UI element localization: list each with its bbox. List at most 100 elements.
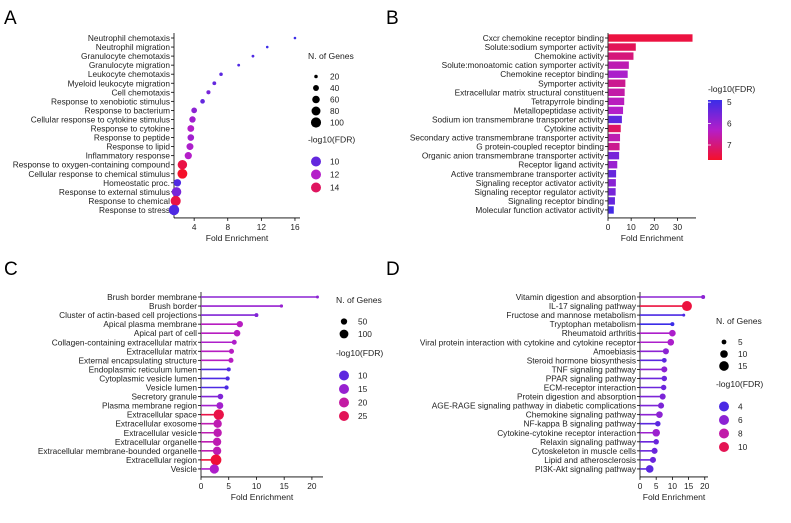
data-point — [682, 313, 686, 317]
x-tick-label: 20 — [700, 481, 710, 491]
category-label: Viral protein interaction with cytokine … — [420, 337, 636, 347]
panel-c-chart: 0 5 10 15 20 Fold Enrichment Brush border memb… — [38, 292, 384, 502]
color-legend-title: -log10(FDR) — [308, 135, 355, 145]
panel-a-chart: 4 8 12 16 Fold Enrichment Neutrophil chemotax… — [13, 33, 356, 243]
category-label: TNF signaling pathway — [552, 364, 637, 374]
x-tick-label: 0 — [199, 481, 204, 491]
color-legend-dot — [339, 411, 349, 421]
size-legend-dot — [311, 106, 321, 116]
data-point — [191, 107, 198, 114]
size-legend-label: 100 — [358, 329, 372, 339]
category-label: Response to oxygen-containing compound — [13, 160, 171, 170]
data-point — [658, 402, 665, 409]
color-legend-dot — [339, 384, 349, 394]
data-point — [649, 456, 656, 463]
data-point — [653, 439, 659, 445]
data-point — [209, 464, 219, 474]
category-label: Cytokine activity — [544, 124, 605, 134]
data-point — [216, 402, 224, 410]
data-point — [170, 195, 181, 206]
data-point — [189, 116, 196, 123]
color-legend-dot — [719, 401, 729, 412]
size-legend-dot — [310, 117, 322, 128]
data-point — [219, 72, 223, 76]
category-label: IL-17 signaling pathway — [549, 301, 637, 311]
x-axis-title: Fold Enrichment — [643, 492, 706, 502]
data-point — [186, 143, 194, 151]
color-legend-dot — [719, 442, 729, 452]
bar — [608, 206, 614, 214]
category-label: Response to external stimulus — [59, 187, 170, 197]
panel-letter-a: A — [4, 8, 17, 29]
category-label: Response to cytokine — [91, 124, 171, 134]
x-tick-label: 15 — [684, 481, 694, 491]
bar — [608, 106, 624, 115]
category-label: Extracellular region — [126, 455, 197, 465]
size-legend-label: 40 — [330, 83, 340, 93]
category-label: PI3K-Akt signaling pathway — [535, 464, 637, 474]
data-point — [224, 385, 229, 390]
data-point — [177, 168, 188, 179]
bar — [608, 124, 621, 133]
bar — [608, 88, 625, 97]
category-label: Brush border membrane — [107, 292, 197, 302]
size-legend-label: 10 — [738, 349, 748, 359]
x-tick-label: 5 — [654, 481, 659, 491]
category-label: Granulocyte migration — [89, 60, 171, 70]
data-point — [660, 384, 667, 391]
category-label: Symporter activity — [538, 78, 605, 88]
category-label: Extracellular exosome — [115, 419, 197, 429]
data-point — [661, 357, 667, 363]
category-label: Response to bacterium — [85, 105, 170, 115]
data-point — [652, 428, 660, 437]
color-legend-title: -log10(FDR) — [716, 379, 763, 389]
category-label: Neutrophil chemotaxis — [88, 33, 170, 43]
x-tick-label: 16 — [290, 222, 300, 232]
category-label: ECM-receptor interaction — [544, 383, 637, 393]
panel-letter-b: B — [386, 8, 399, 29]
x-tick-label: 0 — [606, 222, 611, 232]
category-label: Solute:sodium symporter activity — [485, 42, 605, 52]
data-point — [662, 348, 669, 355]
category-label: Secondary active transmembrane transport… — [410, 133, 605, 143]
data-point — [213, 419, 222, 428]
category-label: Cell chemotaxis — [111, 87, 170, 97]
category-label: Brush border — [149, 301, 197, 311]
category-label: Chemokine activity — [534, 51, 604, 61]
color-legend-label: 10 — [330, 157, 340, 167]
panel-letter-c: C — [4, 259, 18, 280]
data-point — [200, 99, 205, 104]
data-point — [681, 301, 692, 312]
category-label: Vitamin digestion and absorption — [516, 292, 637, 302]
data-point — [168, 204, 180, 216]
size-legend-dot — [340, 318, 348, 325]
color-legend-label: 4 — [738, 402, 743, 412]
category-label: Tetrapyrrole binding — [531, 96, 604, 106]
bar — [608, 151, 620, 160]
color-legend-label: 6 — [738, 415, 743, 425]
category-label: Collagen-containing extracellular matrix — [52, 337, 198, 347]
x-axis-title: Fold Enrichment — [206, 233, 269, 243]
bar — [608, 34, 693, 42]
category-label: Secretory granule — [132, 392, 198, 402]
category-label: Steroid hormone biosynthesis — [527, 355, 636, 365]
data-point — [187, 125, 195, 132]
data-point — [265, 45, 269, 49]
category-label: Chemokine receptor binding — [500, 69, 604, 79]
category-label: Neutrophil migration — [96, 42, 171, 52]
color-legend-label: 7 — [727, 140, 732, 150]
color-legend-title: -log10(FDR) — [336, 348, 383, 358]
x-tick-label: 0 — [638, 481, 643, 491]
x-tick-label: 10 — [627, 222, 637, 232]
color-legend-dot — [339, 397, 349, 408]
data-point — [213, 409, 224, 420]
category-label: Signaling receptor regulator activity — [474, 187, 604, 197]
category-label: Tryptophan metabolism — [550, 319, 636, 329]
category-label: External encapsulating structure — [78, 355, 197, 365]
data-point — [236, 320, 243, 328]
category-label: Molecular function activator activity — [475, 205, 605, 215]
size-legend-dot — [721, 339, 727, 345]
x-tick-label: 4 — [192, 222, 197, 232]
data-point — [206, 90, 211, 95]
